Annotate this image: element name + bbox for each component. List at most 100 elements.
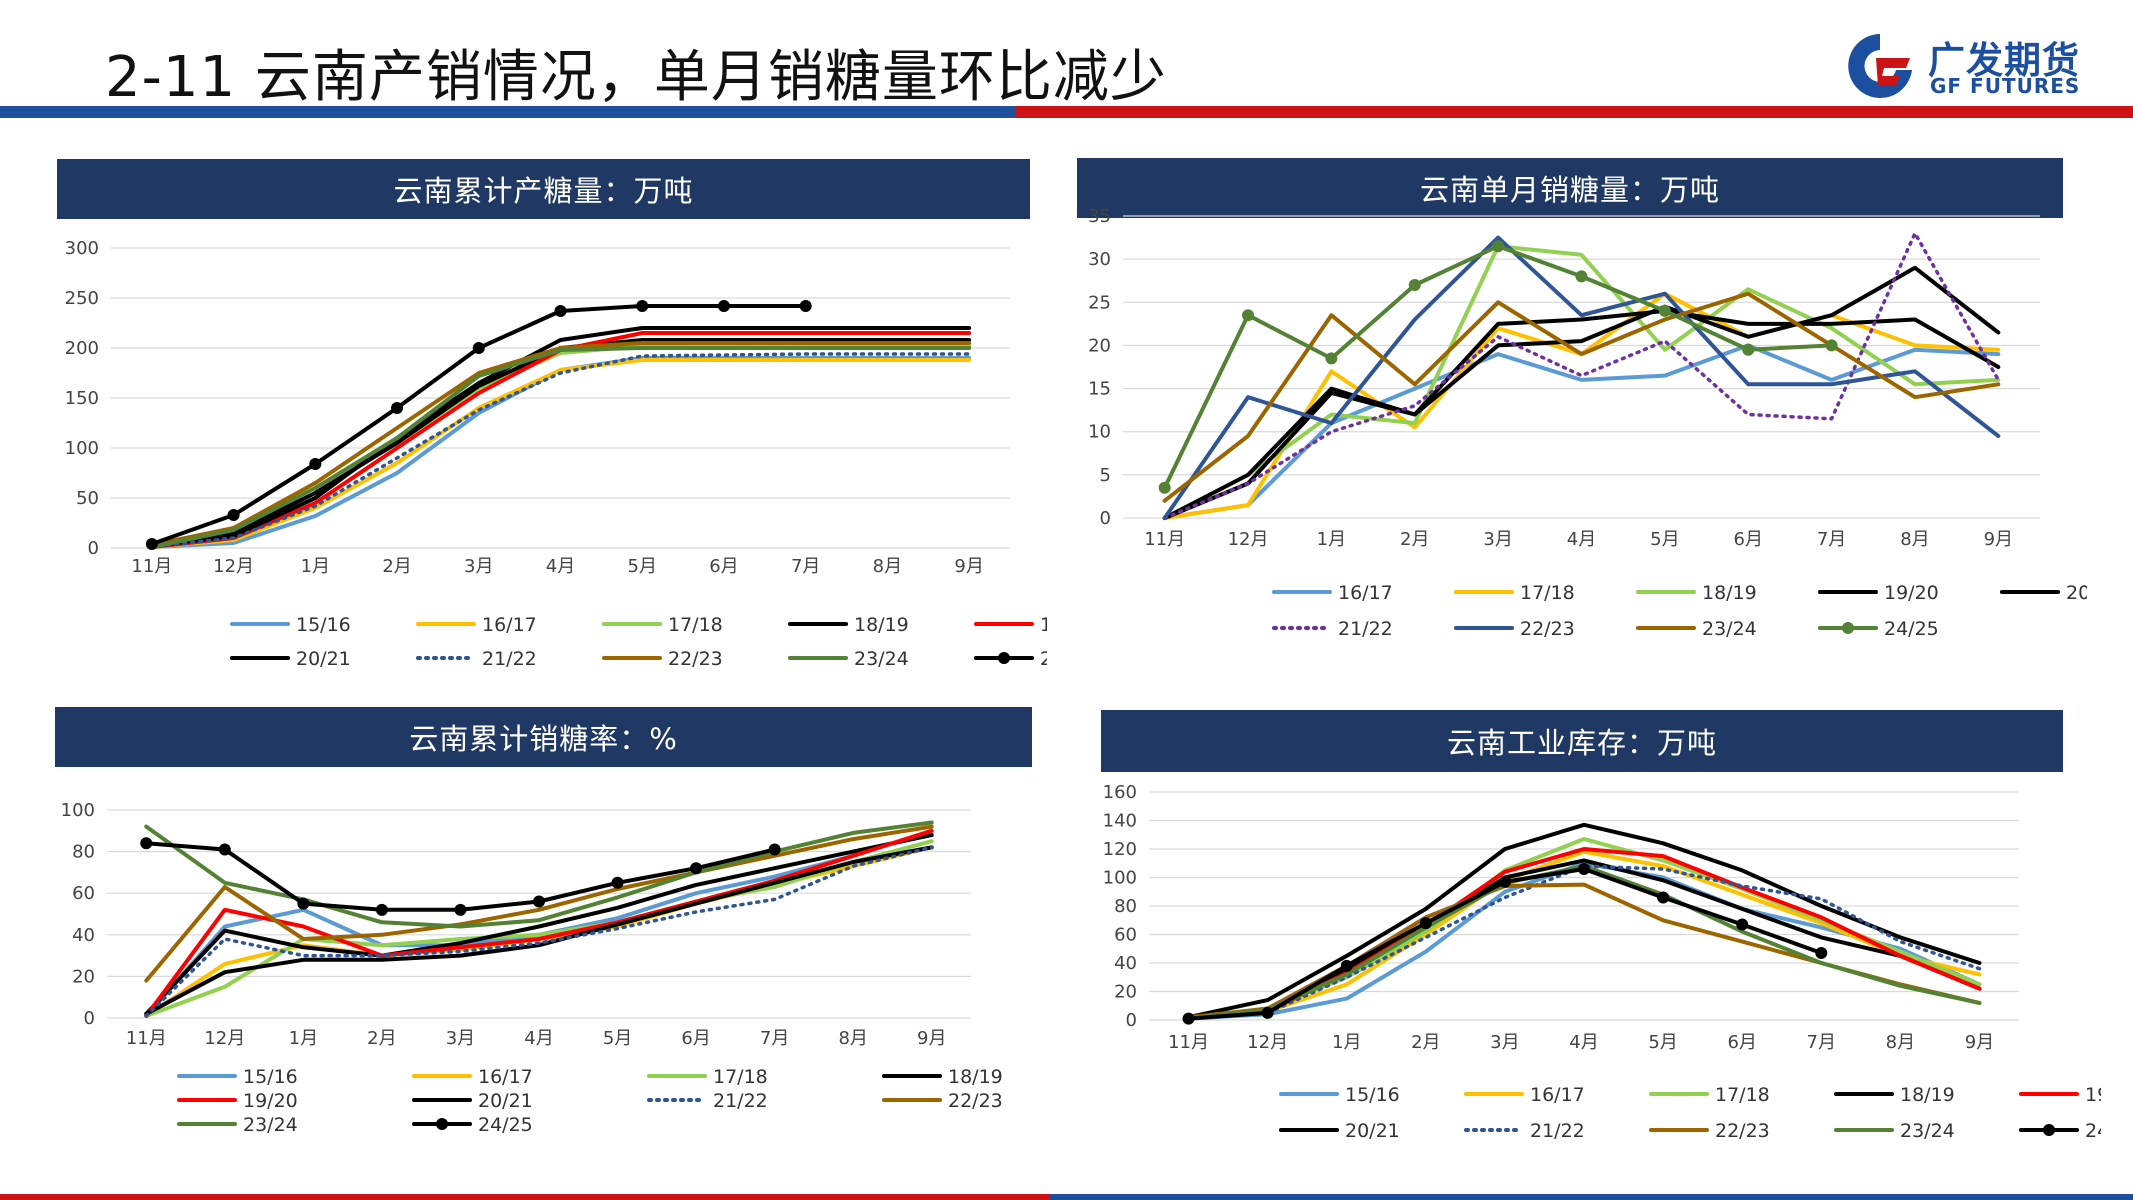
chart-cum-production: 0 50 100 150 200 250 300 11月 12月 1月 2月 3月 4月 5月 6月 7月 8月… (57, 222, 1047, 682)
logo-text-cn: 广发期货 (1928, 39, 2080, 82)
x-tick-label: 1月 (1317, 529, 1346, 550)
series-line-16-17 (149, 358, 972, 549)
x-tick-label: 9月 (1984, 529, 2013, 550)
legend-label: 24/25 (1040, 648, 1047, 670)
data-point-24-25 (1578, 862, 1590, 875)
data-point-24-25 (227, 509, 240, 521)
legend-label: 15/16 (1345, 1084, 1400, 1106)
x-tick-label: 4月 (1569, 1032, 1598, 1053)
series-line-20-21 (149, 326, 972, 548)
panel-header-cum-sales-rate: 云南累计销糖率：% (55, 707, 1032, 767)
data-point-24-25 (1575, 270, 1588, 283)
data-point-24-25 (1340, 959, 1353, 972)
legend-label: 18/19 (1702, 582, 1757, 604)
series-line-18-19 (144, 833, 934, 1016)
legend-label: 18/19 (948, 1066, 1003, 1088)
data-point-24-25 (297, 897, 310, 910)
series-line-21-22 (1162, 231, 2001, 520)
bottom-color-band (0, 1194, 2133, 1200)
x-tick-label: 6月 (1727, 1032, 1756, 1053)
x-tick-label: 3月 (446, 1028, 475, 1049)
x-tick-label: 8月 (838, 1028, 867, 1049)
x-tick-label: 2月 (382, 556, 411, 577)
legend-label: 23/24 (1900, 1120, 1955, 1142)
series-line-21-22 (1186, 864, 1982, 1021)
series-line-20-21 (1162, 265, 2001, 520)
legend-label: 15/16 (296, 614, 351, 636)
y-tick-label: 80 (72, 842, 95, 863)
logo-text-en: GF FUTURES (1930, 74, 2081, 98)
legend-label: 16/17 (1338, 582, 1393, 604)
legend-marker (1842, 622, 1854, 634)
legend-label: 20/21 (1345, 1120, 1400, 1142)
legend-label: 16/17 (482, 614, 537, 636)
x-tick-label: 12月 (213, 556, 254, 577)
legend-label: 24/25 (2085, 1120, 2101, 1142)
y-tick-label: 300 (65, 238, 99, 259)
x-tick-label: 7月 (760, 1028, 789, 1049)
data-point-24-25 (533, 895, 545, 908)
legend-label: 17/18 (1715, 1084, 1770, 1106)
legend-label: 17/18 (713, 1066, 768, 1088)
data-point-24-25 (799, 300, 812, 312)
legend-label: 18/19 (854, 614, 909, 636)
data-point-24-25 (636, 300, 649, 312)
data-point-24-25 (140, 837, 153, 850)
series-line-17-18 (144, 839, 934, 1018)
x-tick-label: 6月 (1734, 529, 1763, 550)
legend-label: 22/23 (948, 1090, 1003, 1112)
x-tick-label: 12月 (1247, 1032, 1288, 1053)
legend-marker (998, 652, 1010, 664)
series-line-23-24 (149, 346, 972, 549)
data-point-24-25 (454, 903, 467, 916)
x-tick-label: 11月 (131, 556, 172, 577)
y-tick-label: 120 (1103, 839, 1137, 860)
data-point-24-25 (1825, 339, 1838, 352)
y-tick-label: 100 (1103, 868, 1137, 889)
legend-label: 19/20 (1040, 614, 1047, 636)
x-tick-label: 7月 (1807, 1032, 1836, 1053)
x-tick-label: 12月 (1228, 529, 1269, 550)
data-point-24-25 (1657, 891, 1670, 904)
y-tick-label: 60 (1114, 925, 1137, 946)
series-line-23-24 (144, 820, 934, 929)
legend-label: 23/24 (1702, 618, 1757, 640)
x-tick-label: 5月 (628, 556, 657, 577)
y-tick-label: 0 (1100, 508, 1111, 529)
data-point-24-25 (391, 402, 404, 414)
x-tick-label: 2月 (1411, 1032, 1440, 1053)
y-tick-label: 150 (65, 388, 99, 409)
legend-label: 21/22 (1530, 1120, 1585, 1142)
x-tick-label: 7月 (791, 556, 820, 577)
y-tick-label: 250 (65, 288, 99, 309)
legend-label: 23/24 (854, 648, 909, 670)
legend-label: 24/25 (478, 1114, 533, 1136)
x-tick-label: 5月 (1650, 529, 1679, 550)
legend-marker (2043, 1124, 2055, 1136)
legend-label: 22/23 (668, 648, 723, 670)
data-point-24-25 (1158, 481, 1171, 494)
legend-label: 20/21 (2066, 582, 2087, 604)
legend-label: 18/19 (1900, 1084, 1955, 1106)
data-point-24-25 (1242, 309, 1255, 322)
data-point-24-25 (1736, 918, 1749, 931)
y-tick-label: 25 (1088, 292, 1111, 313)
y-tick-label: 80 (1114, 896, 1137, 917)
legend-label: 15/16 (243, 1066, 298, 1088)
data-point-24-25 (1498, 875, 1511, 888)
legend-label: 22/23 (1520, 618, 1575, 640)
series-line-22-23 (144, 824, 934, 983)
x-tick-label: 3月 (464, 556, 493, 577)
chart-cum-sales-rate: 0 20 40 60 80 100 11月 12月 1月 2月 3月 4月 5月 6月 7月 8月 9月 15/1… (55, 778, 1045, 1150)
y-tick-label: 30 (1088, 249, 1111, 270)
x-tick-label: 3月 (1483, 529, 1512, 550)
x-tick-label: 12月 (204, 1028, 245, 1049)
data-point-24-25 (145, 538, 158, 550)
data-point-24-25 (1261, 1006, 1274, 1019)
x-tick-label: 3月 (1490, 1032, 1519, 1053)
y-tick-label: 10 (1088, 422, 1111, 443)
top-color-band (0, 106, 2133, 118)
x-tick-label: 9月 (954, 556, 983, 577)
x-tick-label: 6月 (709, 556, 738, 577)
y-tick-label: 5 (1100, 465, 1111, 486)
